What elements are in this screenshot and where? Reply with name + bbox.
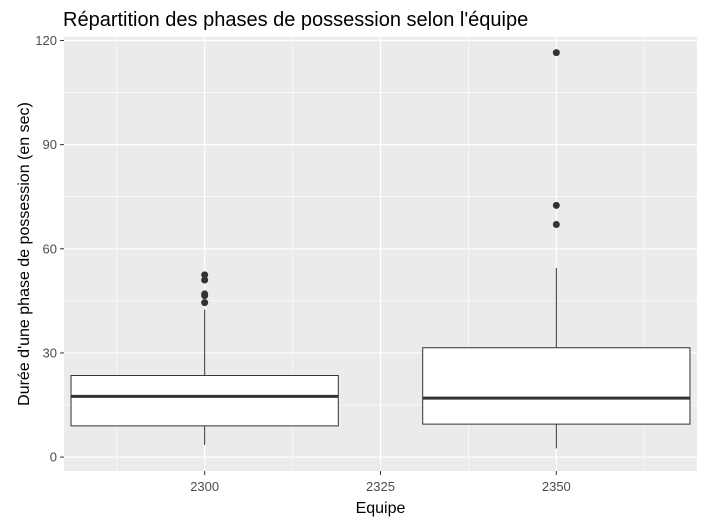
outlier-point (201, 271, 209, 279)
iqr-box (422, 347, 691, 425)
outlier-point (552, 49, 560, 57)
outlier-point (552, 201, 560, 209)
chart-title: Répartition des phases de possession sel… (63, 9, 528, 31)
y-axis-title: Durée d'une phase de possession (en sec) (16, 102, 33, 406)
y-tick-label: 30 (43, 345, 57, 360)
boxplot-2300 (70, 271, 339, 445)
x-axis-title: Equipe (356, 500, 406, 517)
outlier-point (201, 290, 209, 298)
boxplot-2350 (422, 49, 691, 449)
outlier-point (201, 276, 209, 284)
axes: 0 30 60 90 120 2300 2325 2350 (35, 33, 570, 494)
outlier-point (552, 220, 560, 228)
y-tick-label: 90 (43, 137, 57, 152)
y-tick-label: 60 (43, 241, 57, 256)
boxplots (70, 49, 691, 449)
y-tick-label: 0 (50, 450, 57, 465)
x-tick-label: 2300 (190, 479, 219, 494)
iqr-box (70, 375, 339, 427)
x-tick-label: 2350 (542, 479, 571, 494)
y-tick-label: 120 (35, 33, 57, 48)
x-tick-label: 2325 (366, 479, 395, 494)
outlier-point (201, 299, 209, 307)
